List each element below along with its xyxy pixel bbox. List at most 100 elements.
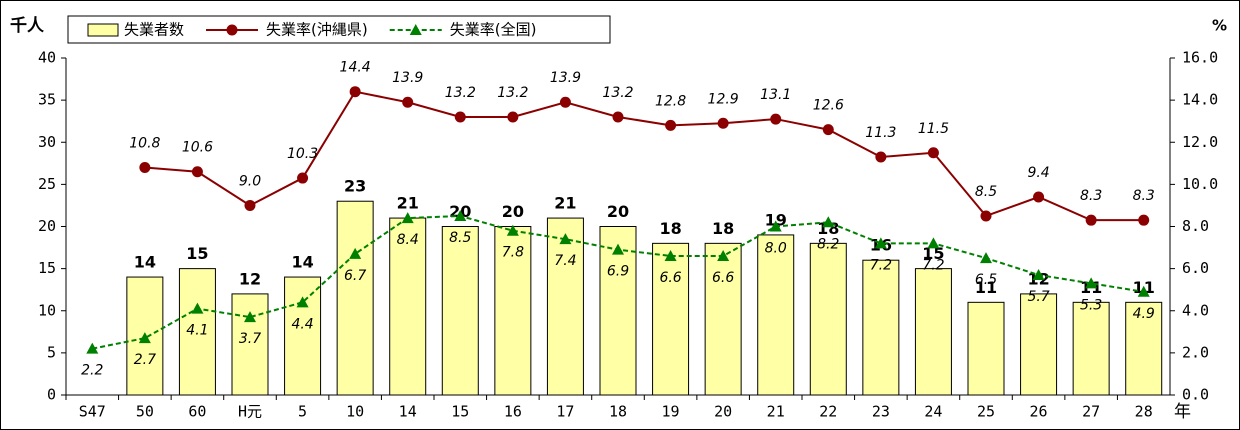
point-label: 4.1 [186, 323, 208, 339]
bar-label: 11 [975, 278, 997, 297]
y-axis-title: 千人 [10, 16, 45, 36]
point [769, 220, 782, 232]
legend-marker [409, 24, 422, 35]
x-tick-label: 18 [609, 403, 627, 421]
bar-label: 18 [659, 219, 681, 238]
bar [1020, 293, 1058, 396]
bar [1125, 301, 1163, 396]
bar [546, 217, 584, 396]
point-label: 13.1 [760, 87, 791, 103]
point-label: 8.5 [975, 184, 997, 200]
bar [757, 234, 795, 396]
point-label: 12.6 [813, 98, 844, 114]
x-tick-label: 26 [1030, 403, 1048, 421]
point [559, 233, 572, 245]
point-label: 10.8 [129, 136, 160, 152]
point-label: 13.2 [602, 85, 633, 101]
point [822, 124, 834, 136]
point-label: 8.3 [1080, 188, 1102, 204]
y2-tick-label: 4.0 [1182, 301, 1209, 319]
x-axis-title: 年 [1174, 402, 1191, 422]
legend-box [67, 15, 611, 44]
point [191, 302, 204, 314]
bar [336, 200, 374, 396]
bar [967, 301, 1005, 396]
point [191, 166, 203, 178]
point [822, 216, 835, 228]
point [296, 296, 309, 308]
bar [494, 226, 532, 396]
bar-label: 23 [344, 177, 366, 196]
x-tick-label: 19 [662, 403, 680, 421]
point-label: 4.4 [291, 316, 313, 332]
point-label: 13.2 [445, 85, 476, 101]
y2-axis-title: % [1212, 17, 1227, 35]
point [1032, 268, 1045, 280]
bar-label: 15 [186, 244, 208, 263]
point [139, 162, 151, 174]
point [874, 237, 887, 249]
point-label: 8.0 [765, 241, 787, 257]
y-tick-label: 40 [38, 49, 56, 67]
bar [441, 226, 479, 396]
bar [178, 268, 216, 396]
point-label: 6.6 [712, 270, 734, 286]
x-tick-label: 21 [767, 403, 785, 421]
y-tick-label: 10 [38, 301, 56, 319]
bar-label: 18 [712, 219, 734, 238]
point-label: 2.7 [134, 352, 156, 368]
x-tick-label: 28 [1135, 403, 1153, 421]
y-tick-label: 30 [38, 133, 56, 151]
bar [284, 276, 322, 396]
point-label: 11.3 [865, 125, 896, 141]
y-tick-label: 35 [38, 91, 56, 109]
point [980, 252, 992, 264]
point-label: 8.3 [1133, 188, 1155, 204]
point [664, 249, 677, 261]
x-tick-label: 16 [504, 403, 522, 421]
point-label: 8.2 [817, 236, 839, 252]
bar [862, 259, 900, 396]
line [144, 90, 1144, 222]
x-tick-label: S47 [79, 403, 106, 421]
y-tick-label: 25 [38, 175, 56, 193]
y2-tick-label: 16.0 [1182, 49, 1218, 67]
point [454, 209, 467, 221]
point-label: 12.8 [655, 93, 686, 109]
point-label: 13.9 [550, 70, 581, 86]
point-label: 4.9 [1133, 306, 1155, 322]
bar-label: 21 [554, 194, 576, 213]
point-label: 6.7 [344, 268, 366, 284]
point-label: 12.9 [708, 91, 739, 107]
point-label: 8.4 [397, 232, 419, 248]
point-label: 13.9 [392, 70, 423, 86]
point [138, 332, 151, 344]
y2-tick-label: 14.0 [1182, 91, 1218, 109]
bar [231, 293, 269, 396]
x-tick-label: 24 [924, 403, 942, 421]
point-label: 10.6 [182, 140, 213, 156]
point-label: 7.8 [502, 245, 524, 261]
bar-label: 20 [502, 202, 524, 221]
y-tick-label: 5 [47, 343, 56, 361]
legend-label: 失業率(沖縄県) [266, 21, 368, 39]
point [86, 342, 99, 354]
bar [1072, 301, 1110, 396]
point-label: 6.5 [975, 272, 997, 288]
point [612, 111, 624, 123]
legend-label: 失業者数 [124, 21, 184, 39]
bar [389, 217, 427, 396]
bar [704, 242, 742, 396]
y2-tick-label: 0.0 [1182, 386, 1209, 404]
x-tick-label: 20 [714, 403, 732, 421]
point [1033, 191, 1045, 203]
y2-tick-label: 12.0 [1182, 133, 1218, 151]
bar-label: 14 [134, 253, 156, 272]
point [612, 243, 624, 255]
x-tick-label: 25 [977, 403, 995, 421]
point [244, 311, 256, 323]
bar [914, 268, 952, 396]
point [506, 224, 519, 236]
x-tick-label: 50 [136, 403, 154, 421]
